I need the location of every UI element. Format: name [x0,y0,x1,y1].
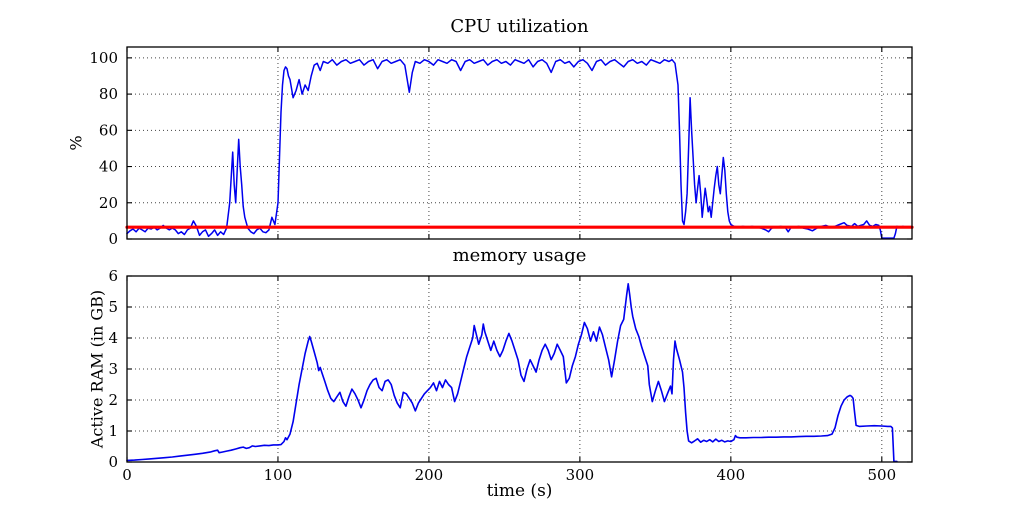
subplot-memory: 0 100 200 300 400 500 0 1 2 3 4 5 6 [108,267,913,484]
y-axis-label-memory: Active RAM (in GB) [87,289,107,449]
y-tick-label: 6 [108,267,118,285]
y-tick-label: 5 [108,298,118,316]
chart-title-memory: memory usage [452,245,587,266]
y-tick-label: 4 [108,329,118,347]
x-tick-label: 0 [122,466,132,484]
x-tick-label: 500 [867,466,896,484]
x-tick-label: 400 [717,466,746,484]
y-tick-label: 100 [89,49,118,67]
y-tick-label: 1 [108,422,118,440]
series-active-ram-gb [126,282,898,463]
y-tick-label: 60 [99,121,118,139]
axes-border [126,46,913,240]
x-tick-label: 300 [566,466,595,484]
y-tick-label: 0 [108,230,118,248]
y-tick-label: 2 [108,391,118,409]
y-tick-label: 40 [99,158,118,176]
x-tick-label: 100 [264,466,293,484]
y-tick-label: 80 [99,85,118,103]
y-tick-label: 0 [108,453,118,471]
y-tick-label: 3 [108,360,118,378]
chart-title-cpu: CPU utilization [450,16,589,37]
x-axis-label-time: time (s) [486,481,553,501]
y-tick-label: 20 [99,194,118,212]
x-tick-label: 200 [415,466,444,484]
y-axis-label-cpu: % [66,135,86,151]
series-cpu-percent [126,58,907,239]
subplot-cpu: 0 20 40 60 80 100 [89,46,914,248]
